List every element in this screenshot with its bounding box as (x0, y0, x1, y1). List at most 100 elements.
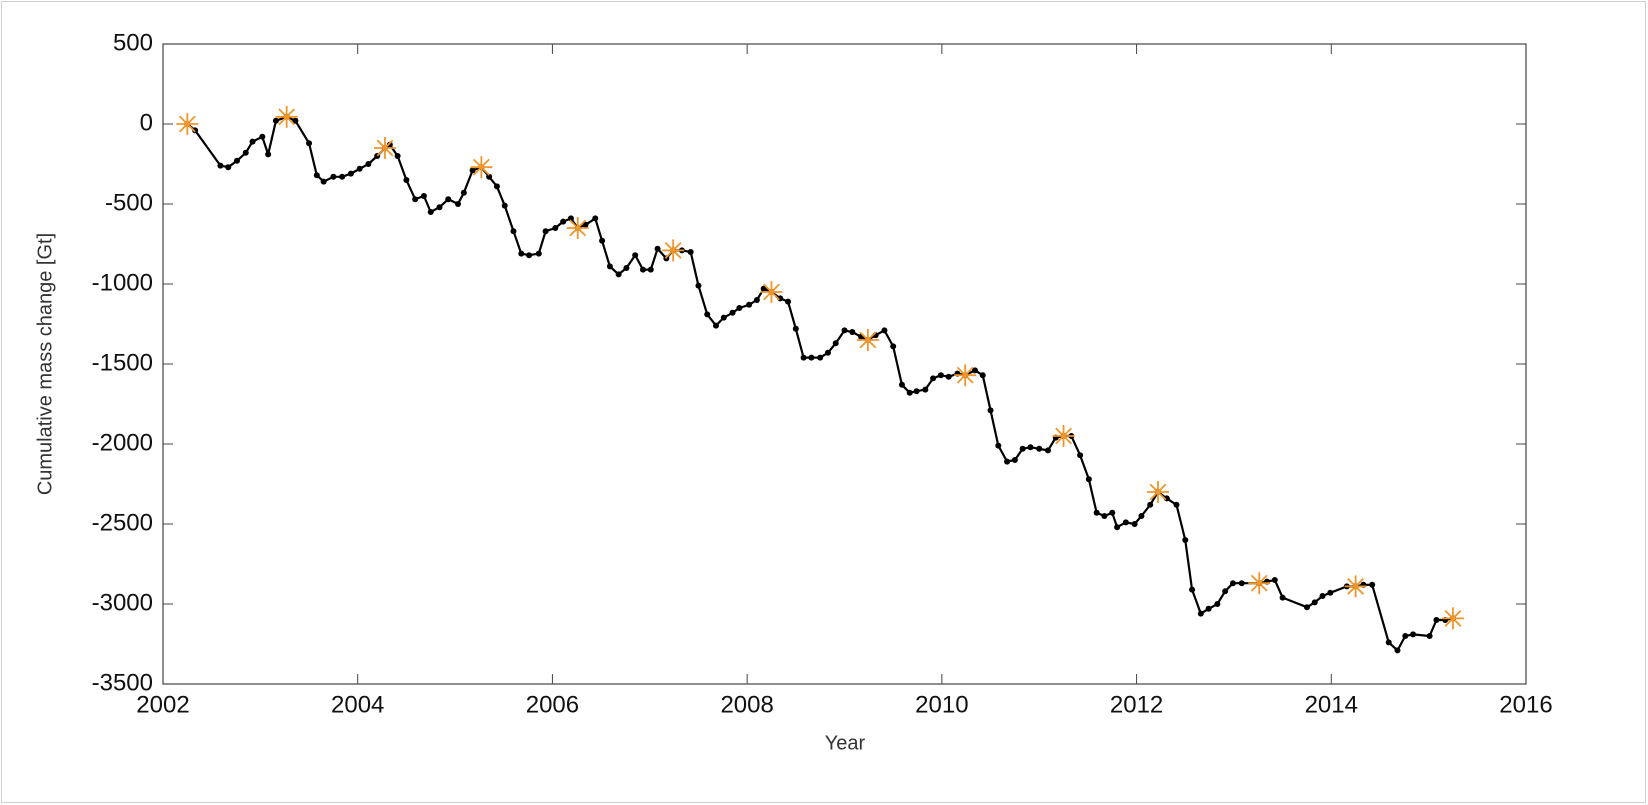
point (560, 218, 567, 225)
point (606, 263, 613, 270)
star-marker (856, 329, 879, 351)
point (1027, 444, 1034, 451)
point (356, 165, 363, 172)
x-tick-label: 2014 (1305, 691, 1358, 718)
star-marker (275, 105, 298, 128)
point (1138, 513, 1145, 519)
point (729, 309, 736, 316)
point (313, 172, 320, 179)
point (800, 354, 807, 361)
point (945, 373, 952, 380)
point (832, 340, 839, 347)
star-marker (1052, 425, 1075, 447)
point (306, 140, 313, 147)
point (1109, 509, 1116, 516)
point (339, 173, 346, 180)
point (849, 329, 856, 335)
point (712, 322, 719, 329)
point (1019, 445, 1026, 452)
point (582, 221, 589, 228)
point (1319, 593, 1326, 599)
point (647, 266, 654, 273)
point (890, 343, 897, 350)
point (486, 173, 493, 180)
point (249, 138, 256, 145)
point (1085, 476, 1092, 483)
y-tick-label: 0 (140, 109, 153, 136)
point (720, 314, 727, 321)
star-marker (176, 113, 199, 135)
point (1004, 458, 1011, 465)
point (979, 372, 986, 379)
point (460, 189, 467, 196)
point (654, 245, 661, 252)
series-line (186, 115, 1454, 652)
star-marker (373, 137, 396, 159)
point (542, 228, 549, 235)
point (272, 117, 279, 124)
point (704, 311, 711, 318)
point (736, 305, 743, 311)
star-marker (1146, 481, 1169, 503)
star-marker (1248, 572, 1271, 595)
point (922, 386, 929, 393)
point (1173, 501, 1180, 508)
point (510, 228, 517, 235)
point (1093, 509, 1100, 516)
star-marker (1441, 607, 1464, 630)
point (639, 266, 646, 273)
point (632, 252, 639, 259)
point (1327, 589, 1334, 596)
point (1182, 537, 1189, 543)
point (535, 250, 542, 257)
point (518, 250, 525, 257)
point (493, 183, 500, 190)
x-tick-label: 2012 (1110, 691, 1163, 718)
point (1238, 580, 1245, 587)
point (217, 162, 224, 169)
point (242, 149, 249, 156)
point (347, 170, 354, 177)
point (526, 252, 533, 259)
point (687, 249, 694, 255)
point (225, 164, 232, 171)
point (445, 196, 452, 203)
point (1197, 610, 1204, 617)
point (292, 117, 299, 124)
point (1303, 604, 1310, 611)
point (1101, 513, 1108, 519)
point (615, 271, 622, 278)
star-marker (760, 281, 783, 303)
y-tick-label: -2000 (92, 429, 153, 456)
point (1189, 586, 1196, 593)
point (881, 327, 888, 334)
y-tick-label: -500 (105, 189, 153, 216)
star-marker (566, 217, 589, 239)
point (808, 354, 815, 361)
point (501, 202, 508, 209)
point (841, 327, 848, 334)
point (420, 193, 427, 199)
y-axis-label: Cumulative mass change [Gt] (34, 233, 56, 495)
point (265, 151, 272, 158)
point (1385, 639, 1392, 646)
point (753, 297, 760, 303)
point (320, 178, 327, 185)
point (898, 381, 905, 388)
point (971, 367, 978, 374)
point (567, 215, 574, 222)
point (427, 209, 434, 215)
point (1433, 617, 1440, 623)
point (469, 167, 476, 174)
point (937, 372, 944, 379)
x-axis-label: Year (825, 732, 866, 754)
point (192, 127, 199, 134)
point (436, 204, 443, 211)
point (1044, 447, 1051, 454)
point (987, 407, 994, 414)
point (1279, 594, 1286, 601)
point (1122, 519, 1129, 526)
point (365, 161, 372, 167)
